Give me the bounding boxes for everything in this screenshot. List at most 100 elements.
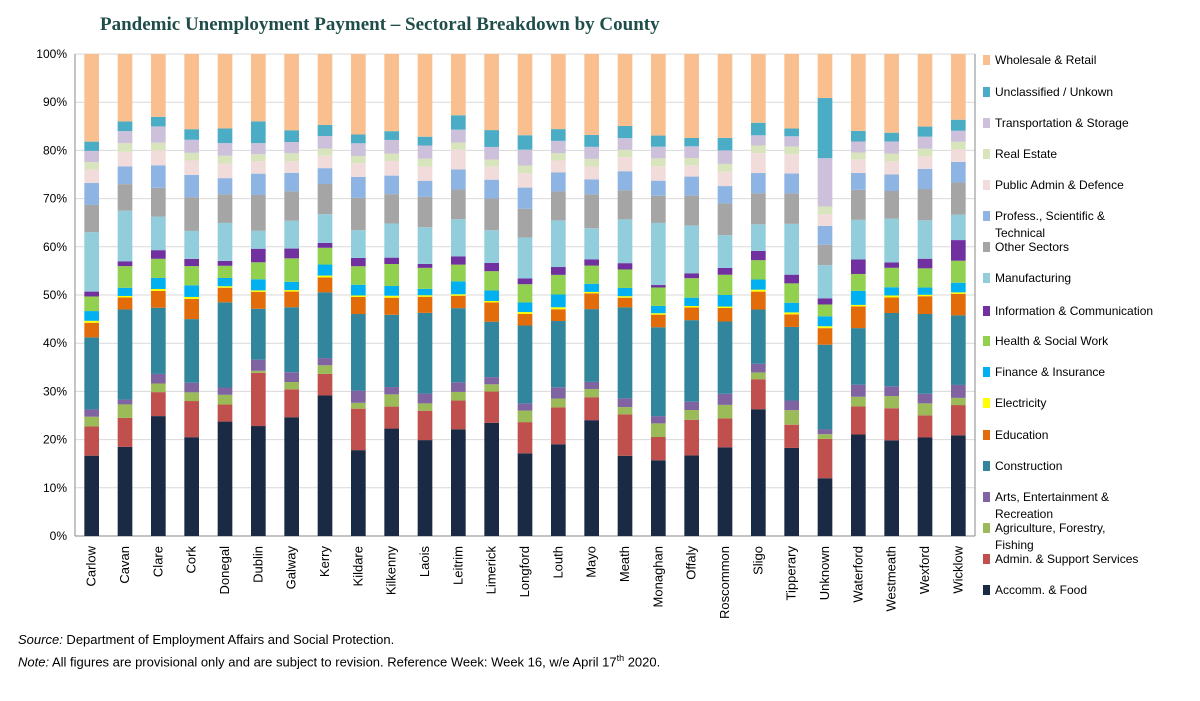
- bar-segment: [717, 447, 733, 536]
- bar-segment: [84, 291, 99, 297]
- bar-segment: [584, 158, 599, 167]
- bar-segment: [517, 149, 533, 166]
- bar-segment: [517, 422, 533, 454]
- y-tick-label: 100%: [36, 47, 67, 61]
- bar-segment: [751, 372, 766, 380]
- legend-swatch: [983, 211, 990, 221]
- bar-segment: [551, 307, 566, 310]
- bar-segment: [451, 169, 466, 190]
- source-text: Department of Employment Affairs and Soc…: [62, 632, 395, 647]
- bar-segment: [684, 320, 699, 402]
- bar-segment: [517, 313, 533, 326]
- bar-segment: [117, 121, 133, 132]
- x-tick-label: Donegal: [217, 546, 232, 595]
- bar-segment: [684, 137, 699, 147]
- bar-segment: [717, 235, 733, 269]
- bar-segment: [251, 154, 266, 162]
- bar-segment: [551, 444, 566, 536]
- source-label: Source:: [18, 632, 63, 647]
- y-tick-label: 80%: [43, 143, 67, 157]
- bar-segment: [317, 277, 333, 293]
- bar-segment: [884, 132, 899, 142]
- bar-segment: [117, 295, 133, 298]
- bar-segment: [151, 187, 166, 217]
- bar-segment: [184, 296, 199, 299]
- bar-segment: [251, 290, 266, 292]
- revision-note: Note: All figures are provisional only a…: [18, 649, 660, 671]
- legend-swatch: [983, 273, 990, 283]
- bar-segment: [784, 302, 799, 313]
- legend-swatch: [983, 180, 990, 190]
- bar-segment: [317, 275, 333, 278]
- legend-label: Education: [995, 428, 1048, 442]
- legend-label: Arts, Entertainment & Recreation: [995, 490, 1109, 521]
- bar-segment: [217, 387, 233, 395]
- bar-segment: [384, 314, 399, 388]
- bar-segment: [851, 152, 866, 160]
- bar-segment: [351, 143, 366, 156]
- bar-segment: [584, 381, 599, 390]
- bar-segment: [617, 190, 633, 220]
- bar-segment: [584, 134, 599, 147]
- bar-segment: [517, 237, 533, 279]
- bar-segment: [317, 155, 333, 169]
- bar-segment: [951, 292, 966, 294]
- bar-segment: [451, 391, 466, 401]
- bar-segment: [917, 287, 933, 295]
- bar-segment: [484, 130, 499, 147]
- bar-segment: [951, 240, 966, 261]
- bar-segment: [217, 265, 233, 278]
- bar-segment: [284, 372, 299, 383]
- bar-segment: [484, 262, 499, 272]
- bar-segment: [851, 189, 866, 220]
- legend-label: Transportation & Storage: [995, 116, 1129, 130]
- bar-segment: [917, 313, 933, 394]
- bar-segment: [584, 179, 599, 195]
- legend-swatch: [983, 461, 990, 471]
- bar-segment: [784, 314, 799, 327]
- bar-segment: [751, 193, 766, 225]
- chart-title: Pandemic Unemployment Payment – Sectoral…: [100, 14, 660, 35]
- bar-segment: [284, 291, 299, 308]
- bar-segment: [417, 145, 433, 159]
- note-superscript: th: [616, 653, 625, 663]
- bar-segment: [417, 288, 433, 296]
- bar-segment: [684, 54, 699, 138]
- bar-segment: [451, 281, 466, 295]
- bar-segment: [951, 293, 966, 316]
- bar-segment: [684, 410, 699, 420]
- bar-segment: [451, 256, 466, 265]
- bar-segment: [751, 153, 766, 174]
- legend-swatch: [983, 585, 990, 595]
- bar-segment: [551, 407, 566, 445]
- legend-label: Unclassified / Unkown: [995, 85, 1113, 99]
- bar-segment: [617, 149, 633, 158]
- bar-segment: [917, 126, 933, 137]
- bar-segment: [151, 277, 166, 290]
- bar-segment: [384, 297, 399, 315]
- bar-segment: [384, 406, 399, 429]
- bar-segment: [317, 214, 333, 243]
- bar-segment: [184, 139, 199, 153]
- bar-segment: [484, 302, 499, 322]
- x-tick-label: Unknown: [817, 546, 832, 600]
- bar-segment: [117, 399, 133, 405]
- bar-segment: [651, 222, 666, 286]
- bar-segment: [851, 290, 866, 305]
- bar-segment: [84, 54, 99, 142]
- bar-segment: [151, 116, 166, 127]
- bar-segment: [751, 224, 766, 251]
- bar-segment: [617, 125, 633, 139]
- bar-segment: [451, 400, 466, 430]
- bar-segment: [651, 135, 666, 147]
- bar-segment: [617, 157, 633, 172]
- bar-segment: [617, 307, 633, 399]
- bar-segment: [684, 273, 699, 279]
- bar-segment: [817, 429, 833, 435]
- legend-label: Electricity: [995, 396, 1046, 410]
- bar-segment: [651, 180, 666, 196]
- bar-segment: [784, 173, 799, 194]
- bar-segment: [617, 414, 633, 456]
- bar-segment: [517, 187, 533, 209]
- bar-segment: [784, 400, 799, 411]
